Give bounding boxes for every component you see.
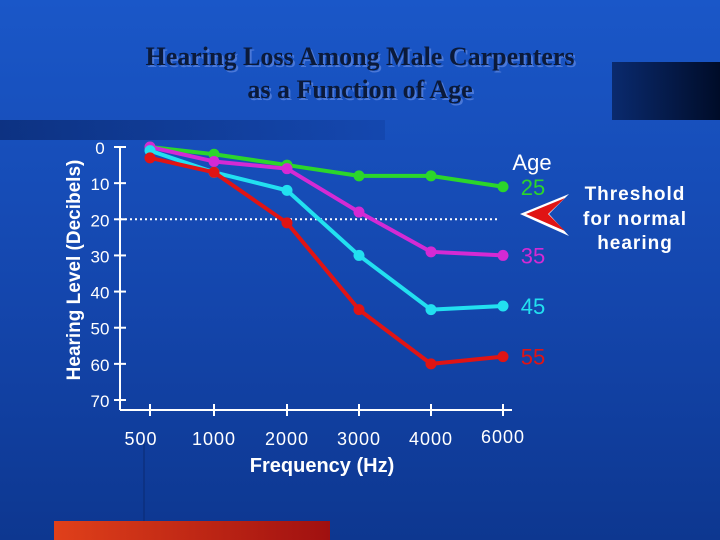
legend-title: Age [512,150,551,175]
decorative-line [143,440,145,521]
chart-title-line-2: as a Function of Age [247,75,473,104]
data-point-age-45 [353,249,365,261]
data-point-age-45 [497,300,509,312]
series-label-age-35: 35 [521,243,545,268]
chart-axes: 0 10 20 30 40 50 60 70 500 1000 2000 3000 4000 6000 Fr… [64,139,525,477]
data-point-age-25 [497,181,509,193]
y-tick-label: 40 [91,284,110,303]
x-axis-label: Frequency (Hz) [250,455,394,477]
decorative-bar-side [0,120,385,140]
series-line-age-55 [149,155,504,366]
series-label-age-45: 45 [521,294,545,319]
y-tick-label: 10 [91,175,110,194]
data-point-age-55 [425,358,437,370]
chart-title-line-1: Hearing Loss Among Male Carpenters [145,42,575,71]
series-line-age-45 [149,148,504,312]
y-tick-label: 60 [91,356,110,375]
threshold-label-line: for normal [583,209,687,230]
data-point-age-25 [353,170,365,182]
threshold-label-line: hearing [597,233,673,254]
decorative-bar-bottom [54,521,330,540]
chart-title: Hearing Loss Among Male Carpenters as a … [0,40,720,106]
data-point-age-35 [281,163,293,175]
series-line-age-35 [149,145,504,258]
x-tick-label: 4000 [409,429,453,449]
data-point-age-45 [425,304,437,316]
data-point-age-25 [425,170,437,182]
series-label-age-55: 55 [521,345,545,370]
y-tick-label: 30 [91,247,110,266]
data-point-age-55 [144,152,156,164]
series-label-age-25: 25 [521,175,545,200]
x-tick-label: 6000 [481,427,525,447]
x-tick-label: 3000 [337,429,381,449]
decorative-bar-top [612,62,720,120]
x-tick-label: 1000 [192,429,236,449]
data-point-age-55 [353,304,365,316]
series-line-age-25 [149,145,504,189]
y-tick-label: 0 [95,139,104,158]
series-layer [144,141,509,370]
data-point-age-45 [281,184,293,196]
y-axis-label: Hearing Level (Decibels) [64,160,85,381]
y-tick-label: 70 [91,392,110,411]
data-point-age-35 [425,246,437,258]
x-tick-label: 2000 [265,429,309,449]
threshold-label-line: Threshold [585,184,686,205]
data-point-age-35 [353,206,365,218]
x-tick-label: 500 [124,429,157,449]
threshold-arrow [526,198,565,231]
data-point-age-55 [497,351,509,363]
threshold-layer: Threshold for normal hearing [120,184,687,254]
data-point-age-55 [281,217,293,229]
data-point-age-35 [497,249,509,261]
y-tick-label: 50 [91,320,110,339]
data-point-age-55 [208,166,220,178]
y-tick-label: 20 [91,211,110,230]
data-point-age-35 [208,155,220,167]
